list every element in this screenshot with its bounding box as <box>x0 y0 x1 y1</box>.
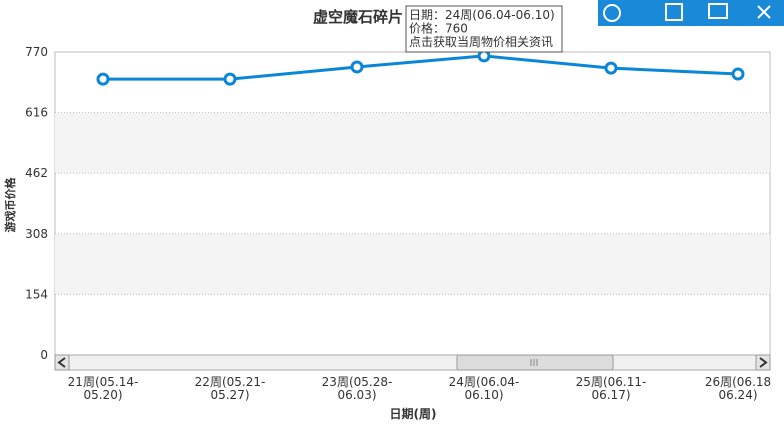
line <box>103 54 739 81</box>
arrow-icon <box>759 357 768 368</box>
tooltip-text: 日期：24周(06.04-06.10) <box>409 8 555 22</box>
tooltip-text: 点击获取当周物价相关资讯 <box>409 35 553 49</box>
x-tick-label: 22周(05.21- <box>195 375 266 389</box>
scroll-thumb[interactable] <box>456 354 614 371</box>
y-tick-label: 616 <box>25 106 48 120</box>
point <box>96 72 110 86</box>
x-tick-label: 26周(06.18 <box>705 375 771 389</box>
y-tick-label: 462 <box>25 166 48 180</box>
y-axis-label: 游戏币价格 <box>3 177 17 233</box>
y-tick-label: 308 <box>25 227 48 241</box>
toolbar <box>598 0 784 26</box>
x-tick-label: 06.17) <box>591 388 630 402</box>
x-tick-label: 23周(05.28- <box>322 375 393 389</box>
point <box>604 61 618 75</box>
grid-band <box>55 112 770 174</box>
x-tick-label: 06.10) <box>464 388 503 402</box>
scroll-left[interactable] <box>54 354 70 371</box>
grid-band <box>55 233 770 295</box>
tooltip-box <box>405 5 563 53</box>
x-tick-label: 06.24) <box>718 388 757 402</box>
y-tick-label: 154 <box>25 287 48 301</box>
toolbar-bg <box>598 0 784 26</box>
x-tick-label: 05.27) <box>210 388 249 402</box>
scrollbar[interactable] <box>54 354 771 371</box>
tooltip-text: 价格：760 <box>409 21 468 36</box>
plot-area <box>54 51 771 356</box>
point <box>731 67 745 81</box>
point <box>223 72 237 86</box>
arrow-icon <box>57 357 66 368</box>
icon[interactable] <box>757 5 771 19</box>
x-tick-label: 21周(05.14- <box>68 375 139 389</box>
x-tick-label: 05.20) <box>83 388 122 402</box>
icon[interactable] <box>708 3 728 19</box>
scroll-track[interactable] <box>54 354 771 371</box>
x-tick-label: 25周(06.11- <box>576 375 647 389</box>
y-tick-label: 770 <box>25 45 48 59</box>
plot <box>55 49 770 356</box>
chart-title: 虚空魔石碎片 <box>313 8 403 26</box>
point <box>350 60 364 74</box>
x-axis-label: 日期(周) <box>390 406 437 421</box>
x-tick-label: 06.03) <box>337 388 376 402</box>
x-tick-label: 24周(06.04- <box>449 375 520 389</box>
icon[interactable] <box>665 3 683 21</box>
icon[interactable] <box>603 4 621 22</box>
y-tick-label: 0 <box>40 348 48 362</box>
scroll-right[interactable] <box>755 354 771 371</box>
grip <box>530 359 538 366</box>
